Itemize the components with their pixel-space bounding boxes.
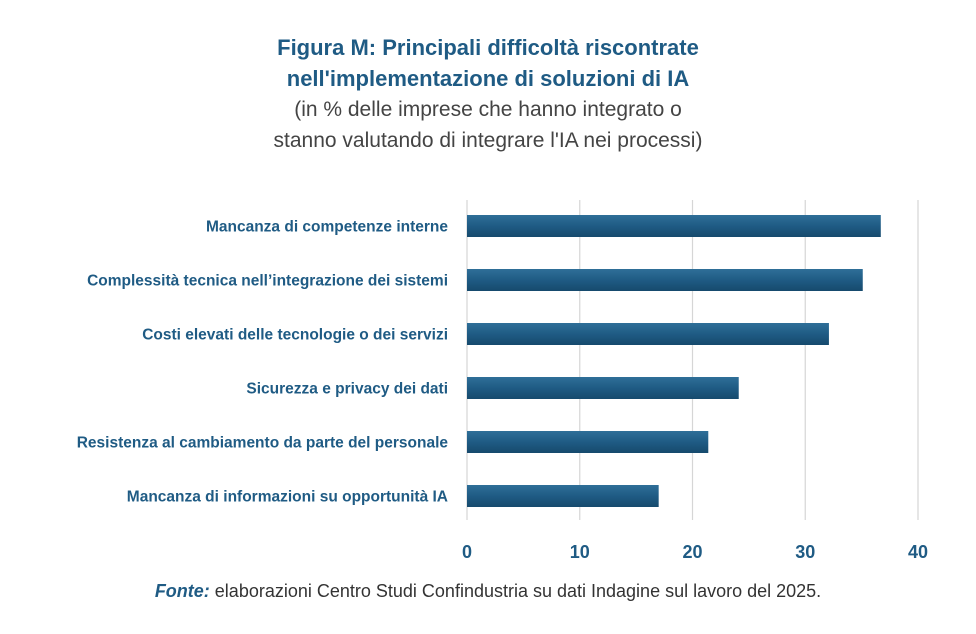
bar-0 xyxy=(467,215,881,237)
category-label-0: Mancanza di competenze interne xyxy=(206,219,448,236)
source-footnote: Fonte: elaborazioni Centro Studi Confind… xyxy=(0,581,976,602)
chart-title-block: Figura M: Principali difficoltà riscontr… xyxy=(0,32,976,156)
footnote-text: elaborazioni Centro Studi Confindustria … xyxy=(209,581,822,601)
chart-title-line-2: nell'implementazione di soluzioni di IA xyxy=(286,66,690,91)
gridlines xyxy=(466,200,919,520)
x-tick-label-20: 20 xyxy=(682,542,702,562)
category-label-5: Mancanza di informazioni su opportunità … xyxy=(127,489,448,506)
chart-title-line-1: Figura M: Principali difficoltà riscontr… xyxy=(277,35,699,60)
bar-2 xyxy=(467,323,829,345)
chart-subtitle-line-1: (in % delle imprese che hanno integrato … xyxy=(294,98,682,121)
category-label-4: Resistenza al cambiamento da parte del p… xyxy=(77,435,449,452)
category-label-1: Complessità tecnica nell’integrazione de… xyxy=(87,273,448,290)
bar-4 xyxy=(467,431,709,453)
bar-1 xyxy=(467,269,863,291)
x-tick-label-0: 0 xyxy=(462,542,472,562)
bar-3 xyxy=(467,377,739,399)
x-tick-label-30: 30 xyxy=(795,542,815,562)
bar-5 xyxy=(467,485,659,507)
chart-subtitle-line-2: stanno valutando di integrare l'IA nei p… xyxy=(273,129,703,152)
category-labels: Mancanza di competenze interne Complessit… xyxy=(77,219,449,506)
footnote-label: Fonte: xyxy=(154,581,210,601)
x-axis-ticks: 0 10 20 30 40 xyxy=(462,542,928,562)
category-label-3: Sicurezza e privacy dei dati xyxy=(246,381,448,398)
bars xyxy=(467,215,881,507)
x-tick-label-40: 40 xyxy=(908,542,928,562)
x-tick-label-10: 10 xyxy=(570,542,590,562)
category-label-2: Costi elevati delle tecnologie o dei ser… xyxy=(142,327,448,344)
